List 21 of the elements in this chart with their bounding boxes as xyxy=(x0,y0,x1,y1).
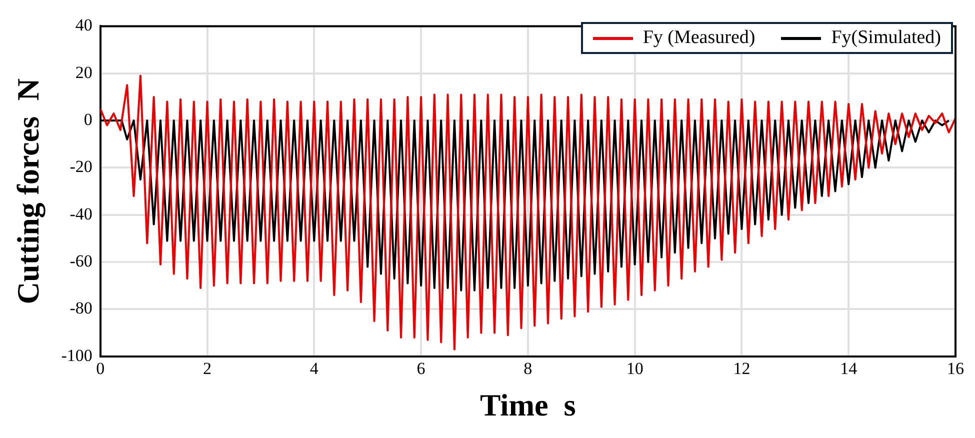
x-tick-label: 6 xyxy=(416,359,426,378)
legend-label: Fy (Measured) xyxy=(642,27,756,49)
y-tick-label: -80 xyxy=(70,298,92,318)
x-tick-label: 4 xyxy=(310,359,319,378)
x-tick-label: 12 xyxy=(733,359,750,378)
y-axis-title: Cutting forces N xyxy=(10,78,46,304)
legend-label: Fy(Simulated) xyxy=(831,27,941,49)
x-tick-label: 2 xyxy=(203,359,212,378)
x-axis-title: Time s xyxy=(480,387,576,422)
y-tick-label: 40 xyxy=(75,16,92,35)
y-tick-label: -60 xyxy=(70,252,92,271)
y-tick-label: -20 xyxy=(70,157,92,176)
y-tick-label: 0 xyxy=(84,110,92,130)
x-tick-label: 8 xyxy=(524,359,532,378)
y-tick-label: -100 xyxy=(61,346,92,365)
x-tick-label: 16 xyxy=(947,359,964,378)
x-tick-label: 10 xyxy=(626,359,644,378)
y-tick-label: 20 xyxy=(75,62,92,82)
y-tick-label: -40 xyxy=(70,204,92,224)
x-tick-label: 0 xyxy=(96,359,105,378)
x-tick-label: 14 xyxy=(840,359,858,378)
